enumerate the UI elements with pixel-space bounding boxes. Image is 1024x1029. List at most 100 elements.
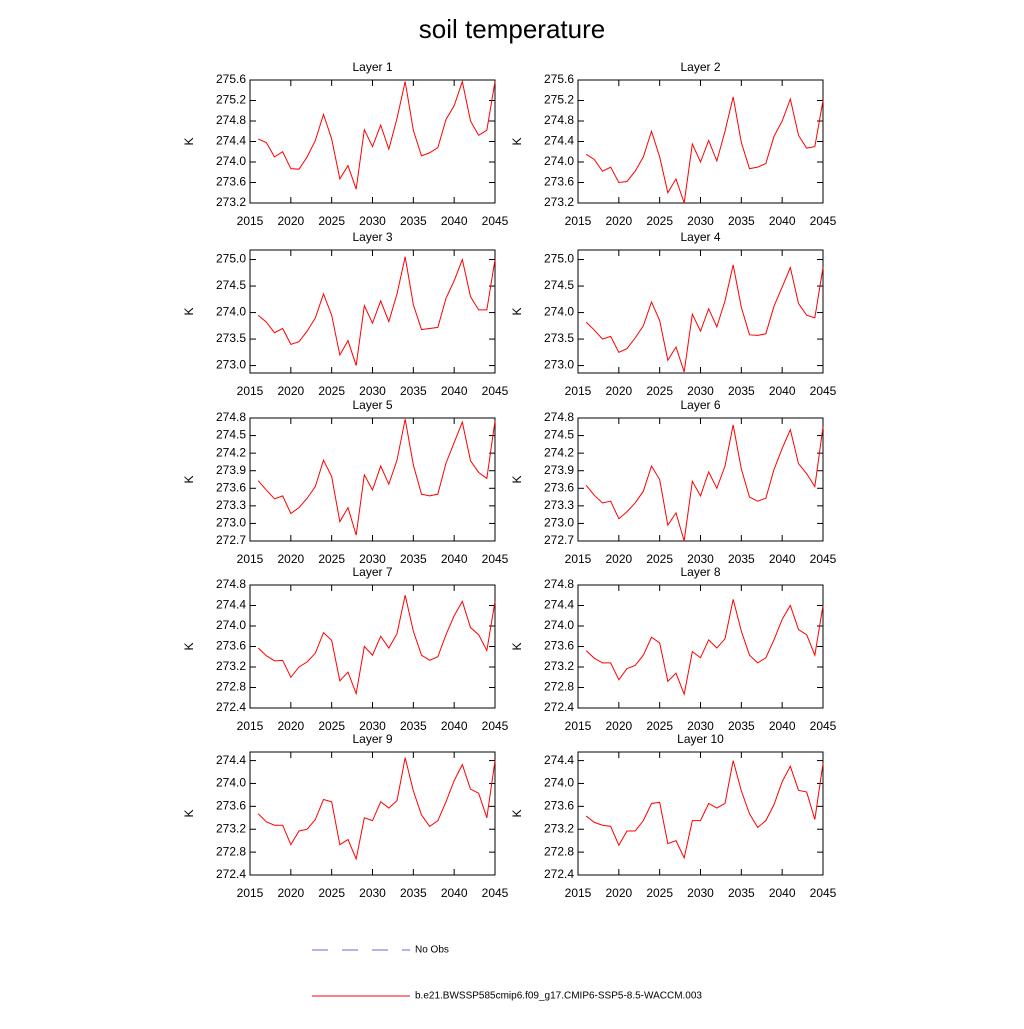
x-tick-label: 2030 — [359, 886, 386, 900]
y-tick-label: 273.2 — [544, 659, 574, 673]
x-tick-label: 2020 — [605, 552, 632, 566]
y-tick-label: 274.0 — [544, 776, 574, 790]
x-tick-label: 2030 — [359, 384, 386, 398]
x-tick-label: 2015 — [237, 384, 264, 398]
data-line — [257, 419, 496, 536]
x-tick-label: 2045 — [482, 384, 509, 398]
y-tick-label: 273.2 — [216, 821, 246, 835]
x-tick-label: 2025 — [646, 886, 673, 900]
plot-frame — [249, 751, 496, 876]
x-tick-label: 2035 — [400, 886, 427, 900]
y-axis-label: K — [182, 475, 196, 483]
x-tick-label: 2040 — [769, 214, 796, 228]
y-tick-label: 273.6 — [544, 175, 574, 189]
x-tick-label: 2025 — [318, 214, 345, 228]
y-axis-label: K — [510, 809, 524, 817]
y-axis-label: K — [510, 475, 524, 483]
y-tick-label: 272.8 — [216, 844, 246, 858]
y-tick-label: 274.8 — [544, 113, 574, 127]
plot-frame — [249, 249, 496, 374]
y-tick-label: 273.2 — [544, 195, 574, 209]
y-tick-label: 273.0 — [216, 516, 246, 530]
y-tick-label: 272.4 — [544, 867, 574, 881]
x-tick-label: 2035 — [728, 886, 755, 900]
x-tick-label: 2035 — [400, 384, 427, 398]
x-tick-label: 2020 — [277, 886, 304, 900]
x-tick-label: 2020 — [277, 552, 304, 566]
x-tick-label: 2025 — [646, 552, 673, 566]
y-axis-label: K — [182, 137, 196, 145]
y-tick-label: 274.0 — [544, 618, 574, 632]
y-tick-label: 275.0 — [216, 252, 246, 266]
x-tick-label: 2035 — [728, 214, 755, 228]
y-tick-label: 275.0 — [544, 252, 574, 266]
data-line — [257, 79, 496, 190]
y-tick-label: 272.8 — [216, 680, 246, 694]
y-tick-label: 275.6 — [216, 72, 246, 86]
x-tick-label: 2040 — [769, 719, 796, 733]
x-tick-label: 2015 — [565, 214, 592, 228]
figure-title: soil temperature — [419, 14, 605, 44]
x-tick-label: 2015 — [565, 886, 592, 900]
x-tick-label: 2045 — [482, 214, 509, 228]
y-tick-label: 272.8 — [544, 844, 574, 858]
x-tick-label: 2045 — [810, 214, 837, 228]
x-tick-label: 2040 — [441, 214, 468, 228]
plot-frame — [577, 79, 824, 204]
plot-frame — [577, 249, 824, 374]
y-tick-label: 274.2 — [216, 445, 246, 459]
data-line — [585, 599, 824, 696]
plot-frame — [577, 751, 824, 876]
x-tick-label: 2025 — [318, 719, 345, 733]
y-tick-label: 273.2 — [216, 195, 246, 209]
y-tick-label: 274.8 — [216, 577, 246, 591]
y-axis-label: K — [510, 137, 524, 145]
x-tick-label: 2045 — [482, 886, 509, 900]
plot-frame — [249, 417, 496, 542]
y-tick-label: 273.0 — [216, 358, 246, 372]
x-tick-label: 2045 — [810, 552, 837, 566]
x-tick-label: 2025 — [646, 214, 673, 228]
y-tick-label: 273.6 — [216, 175, 246, 189]
y-tick-label: 274.0 — [216, 154, 246, 168]
x-tick-label: 2020 — [605, 719, 632, 733]
y-tick-label: 275.2 — [216, 93, 246, 107]
x-tick-label: 2030 — [359, 552, 386, 566]
x-tick-label: 2015 — [237, 719, 264, 733]
y-tick-label: 273.6 — [216, 639, 246, 653]
y-tick-label: 274.8 — [544, 410, 574, 424]
y-tick-label: 273.3 — [216, 498, 246, 512]
y-tick-label: 274.0 — [216, 776, 246, 790]
y-tick-label: 274.4 — [216, 598, 246, 612]
y-tick-label: 273.3 — [544, 498, 574, 512]
y-tick-label: 273.2 — [544, 821, 574, 835]
y-tick-label: 274.5 — [216, 278, 246, 292]
y-tick-label: 273.9 — [544, 463, 574, 477]
x-tick-label: 2025 — [646, 384, 673, 398]
y-tick-label: 274.4 — [216, 753, 246, 767]
x-tick-label: 2020 — [605, 384, 632, 398]
x-tick-label: 2030 — [687, 552, 714, 566]
y-tick-label: 272.7 — [544, 533, 574, 547]
x-tick-label: 2035 — [728, 552, 755, 566]
panel-title: Layer 1 — [352, 60, 392, 74]
x-tick-label: 2045 — [482, 719, 509, 733]
x-tick-label: 2040 — [769, 384, 796, 398]
y-tick-label: 273.0 — [544, 358, 574, 372]
panel-title: Layer 7 — [352, 565, 392, 579]
y-tick-label: 272.4 — [216, 867, 246, 881]
data-line — [257, 595, 496, 696]
x-tick-label: 2040 — [769, 552, 796, 566]
y-tick-label: 273.5 — [544, 331, 574, 345]
panel-title: Layer 8 — [680, 565, 720, 579]
y-tick-label: 274.5 — [544, 278, 574, 292]
legend-label: No Obs — [415, 945, 449, 956]
y-tick-label: 274.0 — [216, 618, 246, 632]
x-tick-label: 2025 — [318, 384, 345, 398]
x-tick-label: 2035 — [728, 384, 755, 398]
x-tick-label: 2020 — [277, 214, 304, 228]
x-tick-label: 2020 — [277, 384, 304, 398]
x-tick-label: 2030 — [687, 384, 714, 398]
x-tick-label: 2040 — [441, 552, 468, 566]
